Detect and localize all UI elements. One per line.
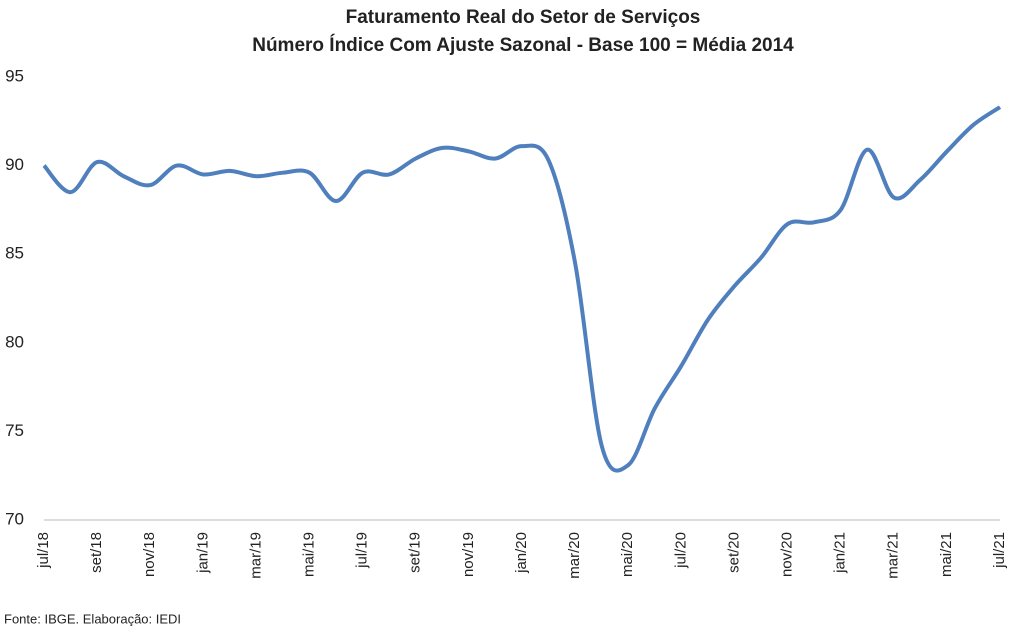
x-tick-label: jan/20 xyxy=(513,532,530,574)
chart-title: Faturamento Real do Setor de Serviços xyxy=(346,7,701,28)
x-tick-label: jul/18 xyxy=(35,532,52,569)
x-tick-label: jul/19 xyxy=(354,532,371,569)
x-tick-label: jan/21 xyxy=(832,532,849,574)
x-tick-label: jul/20 xyxy=(672,532,689,569)
y-tick-label: 70 xyxy=(5,509,24,528)
x-tick-label: set/18 xyxy=(88,532,105,573)
x-tick-label: mai/21 xyxy=(938,532,955,577)
x-tick-label: mar/20 xyxy=(566,532,583,579)
x-tick-label: mar/19 xyxy=(247,532,264,579)
x-tick-label: mai/20 xyxy=(619,532,636,577)
y-tick-label: 80 xyxy=(5,332,24,351)
x-tick-label: nov/19 xyxy=(460,532,477,577)
x-tick-label: set/19 xyxy=(407,532,424,573)
x-tick-label: nov/18 xyxy=(141,532,158,577)
data-line xyxy=(42,105,1002,473)
source-note: Fonte: IBGE. Elaboração: IEDI xyxy=(4,611,181,626)
x-tick-label: jul/21 xyxy=(991,532,1008,569)
y-tick-label: 90 xyxy=(5,155,24,174)
chart-subtitle: Número Índice Com Ajuste Sazonal - Base … xyxy=(252,34,794,56)
y-tick-label: 75 xyxy=(5,421,24,440)
x-tick-label: set/20 xyxy=(725,532,742,573)
x-tick-label: jan/19 xyxy=(194,532,211,574)
y-tick-label: 85 xyxy=(5,244,24,263)
x-tick-label: mar/21 xyxy=(885,532,902,579)
x-tick-label: nov/20 xyxy=(779,532,796,577)
x-tick-label: mai/19 xyxy=(301,532,318,577)
y-tick-label: 95 xyxy=(5,66,24,85)
